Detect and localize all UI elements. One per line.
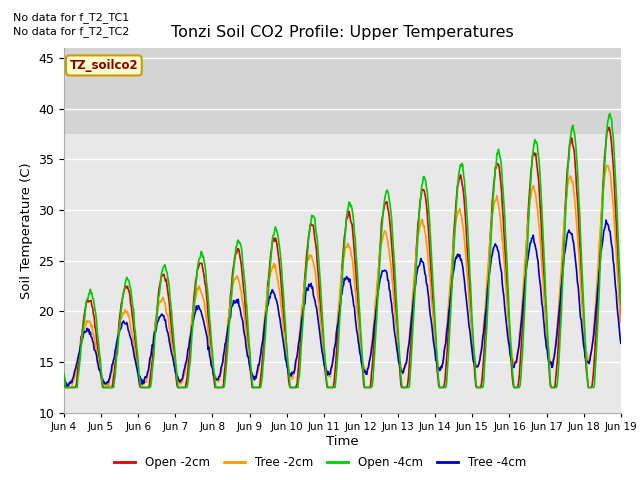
Bar: [64, 48, 621, 134]
X-axis label: Time: Time: [326, 434, 358, 448]
Title: Tonzi Soil CO2 Profile: Upper Temperatures: Tonzi Soil CO2 Profile: Upper Temperatur…: [171, 25, 514, 40]
Text: No data for f_T2_TC1: No data for f_T2_TC1: [13, 12, 129, 23]
Y-axis label: Soil Temperature (C): Soil Temperature (C): [20, 162, 33, 299]
Text: TZ_soilco2: TZ_soilco2: [70, 59, 138, 72]
Text: No data for f_T2_TC2: No data for f_T2_TC2: [13, 26, 129, 37]
Legend: Open -2cm, Tree -2cm, Open -4cm, Tree -4cm: Open -2cm, Tree -2cm, Open -4cm, Tree -4…: [109, 452, 531, 474]
